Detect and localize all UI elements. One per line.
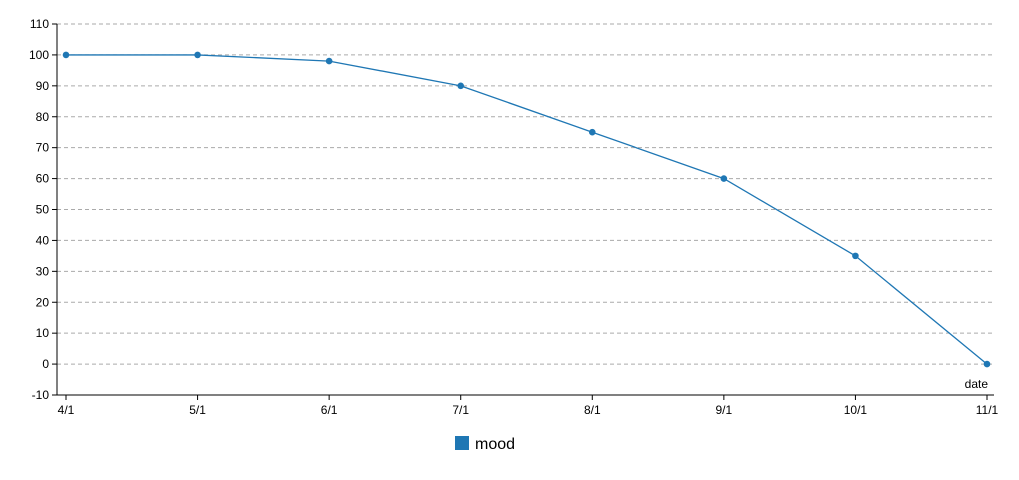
- legend[interactable]: mood: [455, 436, 515, 453]
- legend-swatch-mood[interactable]: [455, 436, 469, 450]
- x-tick-label: 5/1: [189, 403, 206, 417]
- y-tick-label: -10: [32, 388, 50, 402]
- y-tick-label: 50: [36, 203, 50, 217]
- series-line-mood: [66, 54, 988, 365]
- y-tick-label: 70: [36, 141, 50, 155]
- legend-label-mood[interactable]: mood: [475, 436, 515, 453]
- y-tick-label: 60: [36, 172, 50, 186]
- x-tick-label: 6/1: [321, 403, 338, 417]
- y-tick-label: 20: [36, 295, 50, 309]
- y-tick-label: 110: [30, 17, 49, 31]
- y-tick-label: 100: [29, 48, 49, 62]
- series-mood: [62, 51, 991, 368]
- y-tick-label: 30: [36, 264, 50, 278]
- data-point[interactable]: [588, 128, 596, 136]
- x-tick-label: 4/1: [58, 403, 75, 417]
- data-point[interactable]: [194, 51, 201, 59]
- x-tick-label: 7/1: [452, 403, 469, 417]
- data-point[interactable]: [62, 51, 70, 59]
- data-point[interactable]: [852, 252, 859, 260]
- x-tick-label: 8/1: [584, 403, 601, 417]
- data-point[interactable]: [457, 82, 465, 90]
- data-point[interactable]: [720, 175, 728, 182]
- y-tick-label: 10: [36, 326, 50, 340]
- x-tick-label: 9/1: [716, 403, 733, 417]
- x-axis-title: date: [965, 377, 989, 391]
- data-point[interactable]: [325, 57, 333, 65]
- x-tick-label: 10/1: [844, 403, 868, 417]
- labels: date -10 0 10 20 30 40 50 60 70 80 90 100 110 4/1 5/1 6…: [29, 17, 999, 417]
- y-tick-label: 80: [36, 110, 50, 124]
- y-tick-label: 90: [36, 79, 50, 93]
- x-tick-label: 11/1: [976, 403, 999, 417]
- axes: [52, 23, 994, 400]
- y-tick-label: 0: [42, 357, 49, 371]
- data-point[interactable]: [983, 360, 991, 368]
- y-tick-label: 40: [36, 233, 50, 247]
- grid-lines: [57, 23, 994, 365]
